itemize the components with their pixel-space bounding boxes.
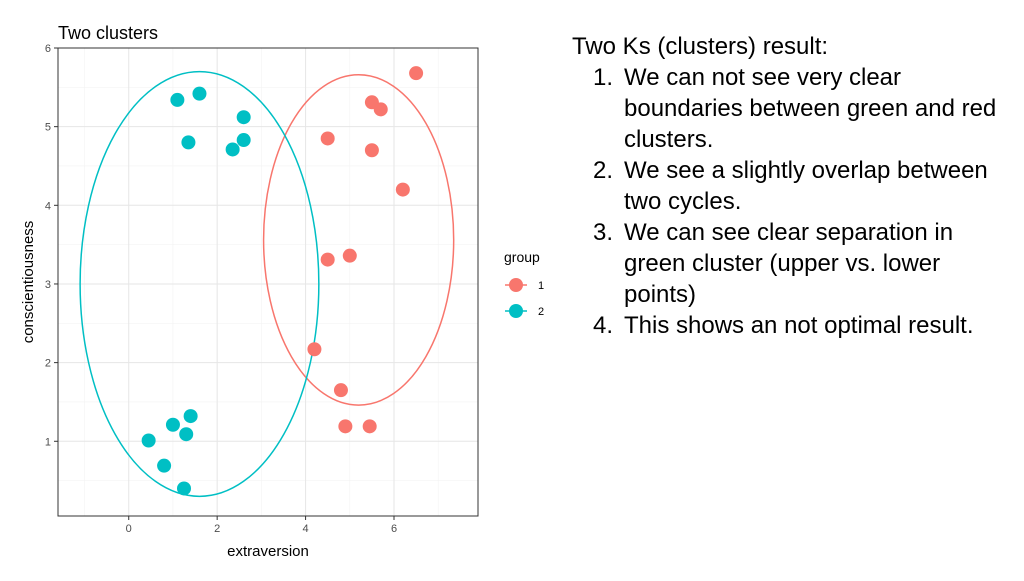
plot-panel [58, 48, 478, 516]
note-item: 3. We can see clear separation in green … [572, 217, 1012, 310]
y-tick-label: 4 [45, 200, 51, 212]
data-point-group-2 [236, 110, 251, 125]
data-point-group-2 [179, 427, 194, 442]
y-tick-label: 2 [45, 358, 51, 370]
cluster-ellipse-group-2 [79, 70, 320, 498]
data-point-group-1 [320, 131, 335, 146]
note-item: 4. This shows an not optimal result. [572, 310, 1012, 341]
x-tick-label: 2 [214, 523, 220, 535]
legend-key-point [509, 304, 523, 318]
data-point-group-1 [409, 66, 424, 81]
data-point-group-2 [183, 409, 198, 424]
notes-heading: Two Ks (clusters) result: [572, 33, 829, 60]
data-point-group-1 [307, 342, 322, 357]
notes-list: 1. We can not see very clear boundaries … [572, 62, 1012, 341]
note-number: 3. [592, 219, 613, 246]
data-point-group-2 [157, 458, 172, 473]
data-point-group-1 [373, 102, 388, 117]
data-point-group-1 [395, 182, 410, 197]
data-point-group-1 [342, 248, 357, 263]
data-point-group-1 [333, 383, 348, 398]
plot-border [57, 47, 479, 517]
note-text: This shows an not optimal result. [624, 312, 974, 339]
note-item: 2. We see a slightly overlap between two… [572, 155, 1012, 217]
data-point-group-2 [141, 433, 156, 448]
data-point-group-1 [362, 419, 377, 434]
legend-title: group [504, 249, 540, 265]
x-axis-label: extraversion [227, 543, 309, 560]
note-number: 1. [592, 64, 613, 91]
data-point-group-2 [165, 417, 180, 432]
legend-key-point [509, 278, 523, 292]
notes-panel: Two Ks (clusters) result: 1. We can not … [572, 31, 1012, 341]
data-point-group-1 [320, 252, 335, 267]
cluster-ellipse-group-1 [262, 73, 455, 406]
y-tick-label: 5 [45, 122, 51, 134]
note-text: We can not see very clear boundaries bet… [624, 64, 997, 153]
scatter-chart: 0 2 4 6 1 2 3 4 5 6 Two clusters extraversion consci… [20, 23, 544, 560]
data-point-group-2 [170, 92, 185, 107]
data-point-group-2 [177, 481, 191, 496]
note-text: We can see clear separation in green clu… [624, 219, 954, 308]
data-point-group-2 [225, 142, 240, 157]
legend-label: 1 [538, 280, 544, 292]
x-tick-label: 0 [126, 523, 132, 535]
data-point-group-1 [338, 419, 353, 434]
data-point-group-2 [181, 135, 196, 150]
legend-label: 2 [538, 306, 544, 318]
x-tick-label: 6 [391, 523, 397, 535]
chart-title: Two clusters [58, 23, 158, 43]
note-item: 1. We can not see very clear boundaries … [572, 62, 1012, 155]
chart-svg: 0 2 4 6 1 2 3 4 5 6 Two clusters extraversion consci… [20, 23, 544, 560]
note-number: 4. [592, 312, 613, 339]
y-tick-label: 6 [45, 43, 51, 55]
note-text: We see a slightly overlap between two cy… [624, 157, 988, 215]
y-tick-label: 1 [45, 436, 51, 448]
y-tick-label: 3 [45, 279, 51, 291]
note-number: 2. [592, 157, 613, 184]
data-point-group-1 [364, 143, 379, 158]
data-point-group-2 [192, 86, 207, 101]
x-tick-label: 4 [303, 523, 309, 535]
data-point-group-2 [236, 133, 251, 148]
y-axis-label: conscientiousness [20, 221, 37, 344]
